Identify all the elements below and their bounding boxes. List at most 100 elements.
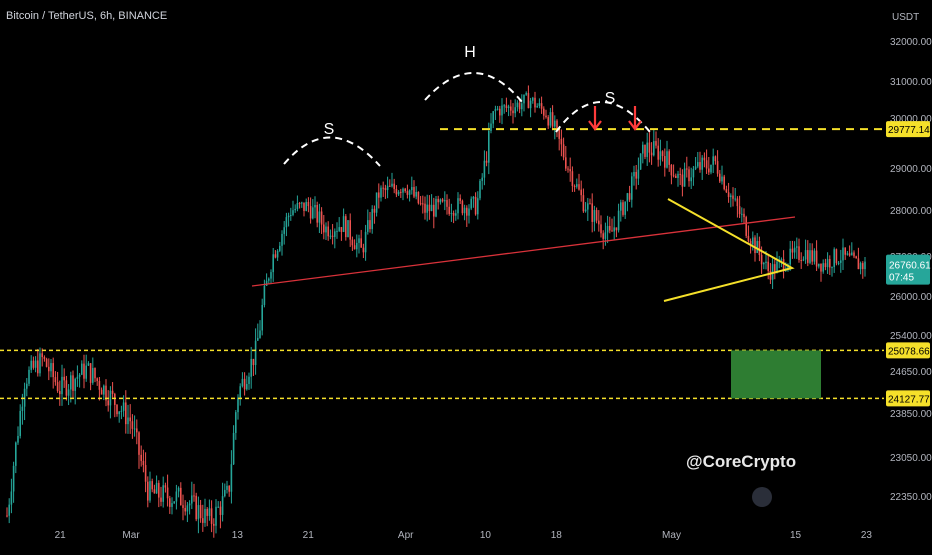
candle-body (710, 164, 712, 173)
chart-title: Bitcoin / TetherUS, 6h, BINANCE (6, 10, 168, 22)
candle-body (428, 204, 431, 212)
candle-body (28, 369, 30, 384)
candle-body (177, 487, 180, 492)
candle-body (666, 151, 668, 168)
candle-body (556, 120, 558, 128)
candle-body (747, 235, 750, 241)
candle-body (81, 363, 83, 375)
candle-body (857, 258, 860, 270)
candle-body (798, 246, 800, 261)
candle-body (514, 107, 516, 114)
candle-body (155, 482, 158, 494)
candle-body (331, 235, 334, 237)
candle-body (701, 157, 703, 170)
candle-body (591, 203, 593, 222)
candle-body (818, 263, 820, 267)
candle-body (829, 259, 831, 268)
candle-body (644, 144, 646, 157)
candle-body (235, 412, 237, 433)
candle-body (243, 378, 246, 390)
candle-body (769, 270, 772, 280)
candle-body (664, 156, 666, 168)
candle-body (114, 393, 116, 405)
countdown-timer: 07:45 (889, 273, 914, 284)
candle-body (463, 207, 466, 214)
candle-body (540, 103, 543, 109)
candle-body (754, 237, 756, 254)
candle-body (226, 485, 228, 490)
candle-body (74, 378, 76, 391)
candle-body (378, 192, 380, 198)
candle-body (437, 198, 439, 203)
candle-body (72, 375, 74, 391)
target-zone (731, 350, 821, 399)
candle-body (250, 358, 252, 377)
candle-body (758, 241, 761, 255)
candle-body (617, 210, 620, 231)
candle-body (602, 233, 604, 239)
candle-body (637, 169, 640, 179)
candle-body (153, 489, 156, 494)
candle-body (261, 304, 263, 331)
candle-body (727, 192, 730, 198)
y-tick-label: 23050.00 (890, 453, 932, 464)
candle-body (534, 97, 536, 108)
candle-body (430, 204, 433, 212)
candle-body (391, 183, 393, 187)
candle-body (48, 366, 50, 372)
candle-body (569, 169, 571, 172)
candle-body (719, 173, 721, 182)
candle-body (202, 518, 204, 523)
candle-body (228, 485, 230, 492)
candle-body (424, 203, 426, 213)
candle-body (512, 110, 514, 114)
candle-body (694, 166, 697, 169)
candle-body (98, 381, 101, 390)
candle-body (853, 252, 855, 257)
candle-body (371, 208, 373, 230)
candle-body (686, 168, 688, 170)
candle-body (384, 188, 387, 191)
candle-body (353, 245, 356, 250)
candle-body (103, 385, 105, 395)
candle-body (281, 233, 283, 246)
candle-body (523, 94, 525, 104)
candle-body (712, 156, 714, 165)
candle-body (771, 264, 774, 280)
candle-body (589, 203, 591, 205)
candle-body (50, 363, 52, 372)
candle-body (505, 105, 508, 108)
down-arrow-icon (628, 106, 642, 131)
candle-body (499, 108, 501, 116)
candle-body (472, 196, 475, 199)
candle-body (439, 199, 442, 203)
candle-body (789, 248, 791, 265)
candle-body (369, 220, 371, 230)
candle-body (620, 202, 622, 211)
candle-body (708, 168, 710, 173)
candle-body (749, 240, 752, 245)
candle-body (160, 497, 162, 502)
candle-body (89, 363, 92, 383)
candle-body (131, 421, 134, 429)
candle-body (543, 108, 545, 116)
x-tick-label: Apr (398, 530, 414, 541)
symmetrical-triangle (663, 198, 795, 302)
candle-body (325, 226, 327, 233)
candle-body (690, 177, 692, 182)
candle-body (455, 213, 457, 216)
candle-body (820, 263, 822, 272)
candle-body (782, 259, 785, 271)
candle-body (26, 383, 28, 389)
candle-body (15, 442, 17, 466)
candle-body (598, 220, 600, 225)
candle-body (241, 378, 244, 387)
candle-body (831, 267, 833, 269)
head-arc (424, 72, 523, 103)
candle-body (631, 176, 633, 200)
candle-body (481, 177, 483, 181)
candle-body (107, 400, 109, 406)
candle-body (824, 263, 827, 268)
